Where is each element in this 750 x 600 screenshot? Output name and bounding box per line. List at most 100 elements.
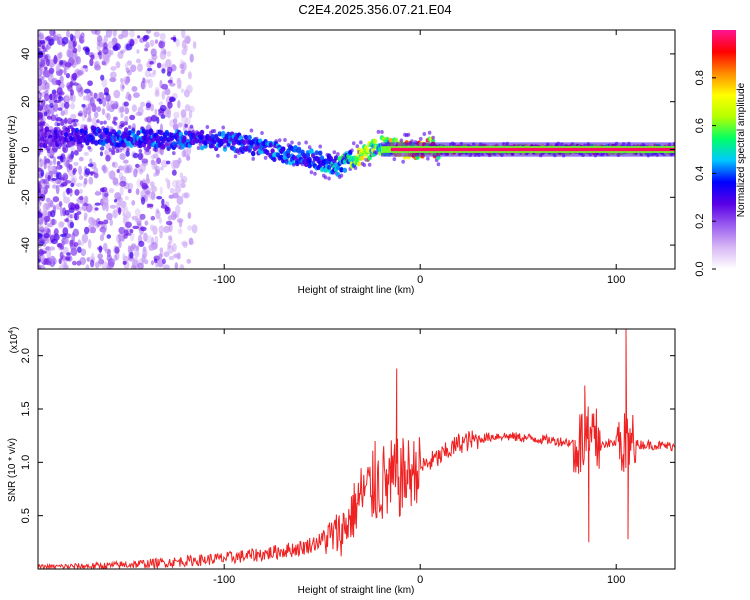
noise-blob: [87, 238, 92, 249]
ridge-halo: [113, 121, 118, 126]
ridge-halo: [168, 139, 173, 144]
noise-blob: [150, 48, 157, 57]
noise-blob: [49, 154, 54, 159]
ridge-cell: [127, 130, 132, 136]
noise-blob: [154, 108, 158, 115]
noise-blob: [98, 258, 105, 265]
noise-blob: [52, 156, 57, 166]
noise-blob: [104, 192, 109, 198]
ridge-halo: [205, 125, 210, 130]
noise-blob: [62, 146, 66, 153]
ridge-cell: [104, 129, 109, 136]
ridge-cell: [203, 140, 208, 146]
noise-blob: [56, 33, 62, 39]
noise-blob: [48, 246, 56, 251]
noise-blob: [109, 71, 117, 79]
noise-blob: [145, 30, 152, 34]
noise-blob: [182, 241, 188, 249]
noise-blob: [135, 245, 140, 252]
noise-blob: [82, 65, 88, 69]
noise-blob: [43, 209, 49, 217]
noise-blob: [78, 156, 84, 162]
noise-blob: [78, 196, 84, 201]
noise-blob: [49, 165, 55, 171]
ridge-halo: [314, 151, 319, 156]
noise-blob: [155, 210, 161, 220]
noise-blob: [65, 256, 71, 261]
noise-blob: [105, 93, 111, 102]
noise-blob: [147, 78, 154, 89]
ridge-halo: [329, 155, 333, 160]
colorbar-tick-label: 0.8: [694, 70, 706, 85]
noise-blob: [72, 169, 76, 176]
noise-blob: [70, 102, 76, 110]
noise-blob: [96, 35, 103, 43]
noise-blob: [168, 97, 176, 102]
noise-blob: [123, 164, 130, 174]
noise-blob: [39, 39, 46, 45]
ridge-cell: [365, 148, 371, 154]
noise-blob: [87, 80, 93, 87]
noise-blob: [74, 30, 81, 39]
noise-blob: [149, 181, 155, 187]
noise-blob: [119, 185, 124, 196]
noise-blob: [52, 30, 57, 37]
ridge-halo: [38, 122, 42, 127]
noise-blob: [38, 212, 43, 218]
noise-blob: [71, 95, 76, 103]
noise-blob: [57, 53, 62, 60]
noise-blob: [129, 114, 136, 121]
noise-blob: [94, 207, 99, 211]
noise-blob: [38, 241, 45, 245]
noise-blob: [146, 203, 150, 209]
noise-blob: [144, 220, 149, 226]
ridge-cell: [242, 139, 247, 146]
noise-blob: [115, 61, 121, 69]
noise-blob: [132, 225, 140, 230]
noise-blob: [77, 44, 82, 53]
noise-blob: [89, 58, 94, 67]
ridge-halo: [221, 125, 226, 130]
noise-blob: [94, 261, 100, 269]
noise-blob: [88, 256, 96, 263]
noise-blob: [121, 85, 125, 90]
noise-blob: [117, 200, 122, 206]
noise-blob: [40, 68, 44, 75]
ridge-cell: [90, 136, 95, 142]
noise-blob: [145, 102, 152, 108]
noise-blob: [163, 225, 171, 234]
noise-blob: [94, 64, 101, 71]
ridge-halo: [154, 148, 158, 153]
ridge-cell: [339, 167, 344, 173]
ridge-halo: [127, 125, 132, 130]
noise-blob: [101, 60, 106, 66]
ridge-halo: [126, 147, 130, 152]
ridge-cell: [194, 138, 199, 144]
ridge-halo: [351, 141, 356, 146]
snr-y-tick-label: 1.0: [20, 455, 32, 470]
noise-blob: [122, 260, 127, 265]
ridge-cell: [355, 156, 360, 162]
noise-blob: [118, 226, 126, 234]
ridge-halo: [170, 137, 174, 142]
ridge-cell: [116, 142, 122, 148]
noise-blob: [119, 153, 126, 161]
noise-blob: [95, 190, 99, 196]
noise-blob: [117, 165, 124, 171]
noise-blob: [165, 220, 173, 226]
noise-blob: [62, 227, 69, 236]
noise-blob: [66, 30, 71, 38]
noise-blob: [137, 63, 143, 72]
noise-blob: [155, 89, 159, 97]
snr-scale-suffix: ): [9, 327, 20, 330]
noise-blob: [171, 64, 176, 70]
noise-blob: [129, 251, 134, 259]
noise-blob: [45, 58, 50, 67]
noise-blob: [112, 161, 118, 169]
ridge-halo: [161, 143, 166, 148]
snr-frame: [37, 328, 676, 570]
noise-blob: [132, 257, 139, 264]
noise-blob: [93, 172, 99, 179]
noise-blob: [146, 235, 153, 244]
ridge-halo: [359, 140, 363, 145]
